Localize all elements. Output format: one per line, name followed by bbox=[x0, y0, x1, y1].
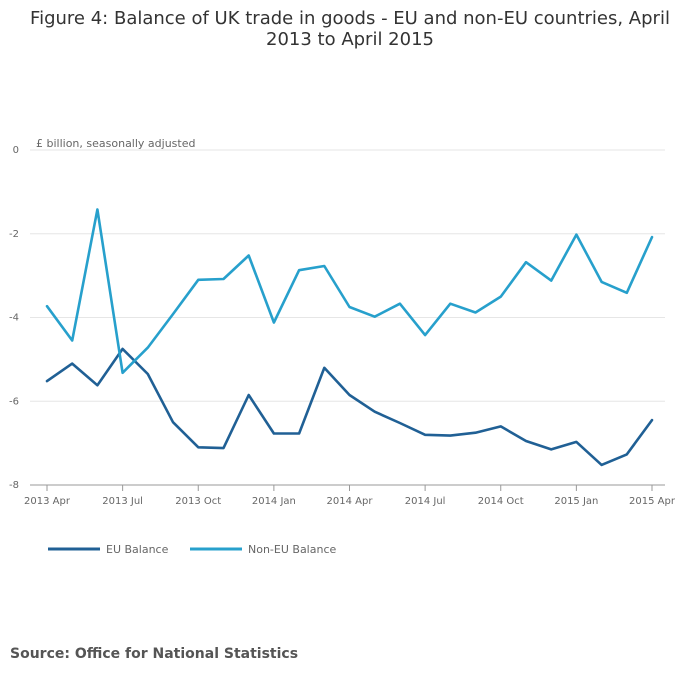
y-tick-label: -8 bbox=[9, 480, 19, 491]
x-tick-label: 2014 Oct bbox=[478, 496, 524, 507]
gridlines bbox=[30, 149, 665, 486]
y-tick-label: -6 bbox=[9, 396, 19, 407]
legend-label: Non-EU Balance bbox=[248, 543, 337, 556]
y-tick-label: 0 bbox=[13, 145, 19, 156]
y-tick-label: -2 bbox=[9, 229, 19, 240]
legend-label: EU Balance bbox=[106, 543, 169, 556]
x-axis: 2013 Apr 2013 Jul 2013 Oct 2014 Jan 2014 Apr… bbox=[24, 485, 676, 507]
source-note: Source: Office for National Statistics bbox=[10, 646, 299, 662]
y-axis: 0 -2 -4 -6 -8 bbox=[9, 145, 19, 491]
y-axis-unit-label: £ billion, seasonally adjusted bbox=[36, 137, 195, 150]
line-chart: 0 -2 -4 -6 -8 2013 Apr 2013 Jul 2013 Oct 2014 J… bbox=[9, 137, 676, 556]
x-tick-label: 2013 Apr bbox=[24, 496, 71, 507]
x-tick-label: 2014 Jul bbox=[405, 496, 446, 507]
series-line-non-eu-balance[interactable] bbox=[45, 208, 654, 375]
x-tick-label: 2015 Jan bbox=[554, 496, 598, 507]
legend-item-eu-balance[interactable]: EU Balance bbox=[48, 543, 169, 556]
chart-title: Figure 4: Balance of UK trade in goods -… bbox=[30, 8, 670, 50]
y-tick-label: -4 bbox=[9, 313, 19, 324]
x-tick-label: 2013 Oct bbox=[175, 496, 221, 507]
series-lines bbox=[45, 208, 654, 467]
legend[interactable]: EU Balance Non-EU Balance bbox=[48, 543, 337, 556]
x-tick-label: 2013 Jul bbox=[102, 496, 143, 507]
series-line-eu-balance[interactable] bbox=[45, 347, 654, 467]
x-tick-label: 2014 Apr bbox=[327, 496, 374, 507]
legend-item-non-eu-balance[interactable]: Non-EU Balance bbox=[190, 543, 337, 556]
x-tick-label: 2014 Jan bbox=[252, 496, 296, 507]
x-tick-label: 2015 Apr bbox=[629, 496, 676, 507]
